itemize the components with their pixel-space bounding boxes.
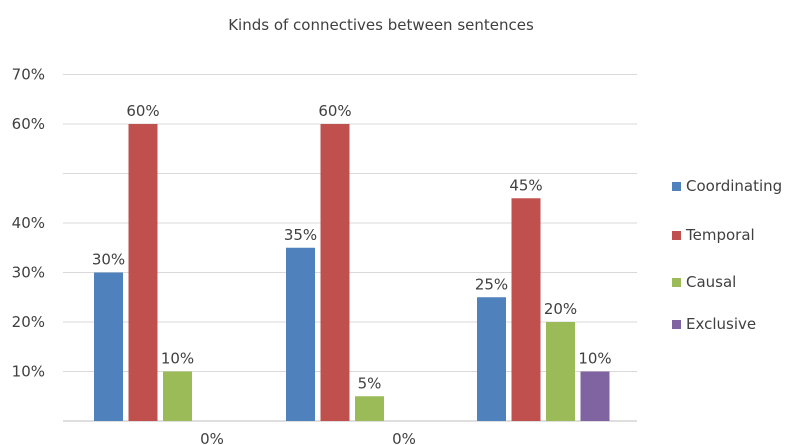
legend-swatch [672, 278, 681, 287]
legend-item-exclusive: Exclusive [672, 315, 756, 333]
bar-causal [546, 322, 575, 421]
data-label: 35% [284, 226, 317, 244]
bar-temporal [320, 124, 350, 421]
data-label: 0% [392, 430, 416, 445]
legend-swatch [672, 182, 681, 191]
bar-exclusive [580, 371, 610, 421]
legend: Coordinating Temporal Causal Exclusive [672, 177, 782, 333]
bar-causal [355, 396, 384, 421]
data-label: 45% [509, 176, 542, 194]
legend-label: Exclusive [686, 315, 756, 333]
data-label: 30% [92, 251, 125, 269]
bar-coordinating [477, 297, 506, 421]
legend-swatch [672, 320, 681, 329]
gridlines [63, 74, 637, 422]
y-axis-tick-labels: 10% 20% 30% 40% 60% 70% [12, 66, 45, 381]
data-label: 60% [126, 102, 159, 120]
y-tick-label: 10% [12, 363, 45, 381]
legend-item-coordinating: Coordinating [672, 177, 782, 195]
legend-item-temporal: Temporal [672, 226, 755, 244]
bar-coordinating [94, 272, 123, 421]
bar-temporal [511, 198, 541, 421]
data-label: 10% [161, 350, 194, 368]
legend-item-causal: Causal [672, 273, 736, 291]
data-label: 0% [200, 430, 224, 445]
data-label: 60% [318, 102, 351, 120]
legend-swatch [672, 231, 681, 240]
chart-title: Kinds of connectives between sentences [228, 16, 534, 34]
y-tick-label: 40% [12, 214, 45, 232]
bars [94, 124, 610, 421]
data-labels: 30% 35% 25% 60% 60% 45% 10% 5% 20% 0% 0% 10% [92, 102, 612, 445]
y-tick-label: 20% [12, 313, 45, 331]
legend-label: Temporal [685, 226, 755, 244]
bar-causal [163, 371, 192, 421]
data-label: 25% [475, 275, 508, 293]
legend-label: Causal [686, 273, 736, 291]
data-label: 10% [578, 350, 611, 368]
y-tick-label: 60% [12, 115, 45, 133]
bar-coordinating [286, 247, 315, 421]
data-label: 5% [358, 374, 382, 392]
bar-temporal [128, 124, 158, 421]
data-label: 20% [544, 300, 577, 318]
y-tick-label: 70% [12, 66, 45, 84]
y-tick-label: 30% [12, 264, 45, 282]
legend-label: Coordinating [686, 177, 782, 195]
